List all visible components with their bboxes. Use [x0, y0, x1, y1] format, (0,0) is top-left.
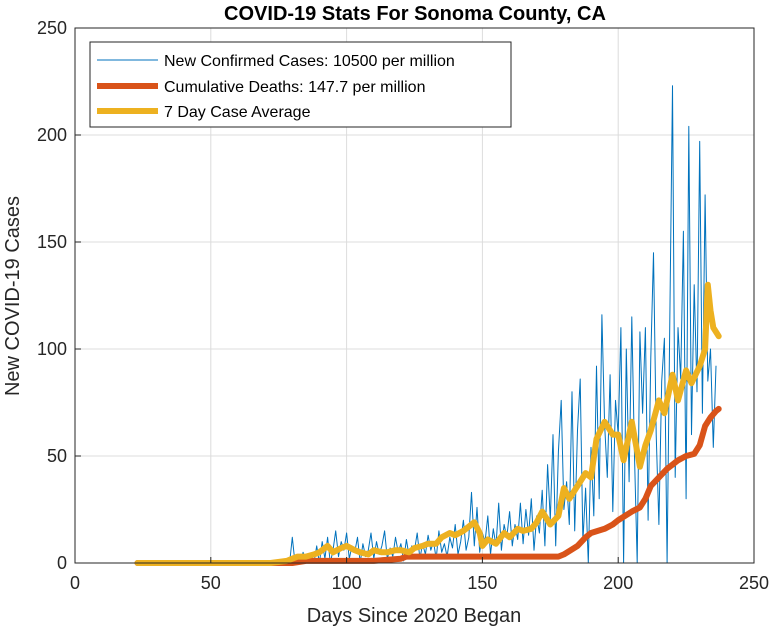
- y-tick-label: 250: [37, 18, 67, 38]
- y-tick-label: 0: [57, 553, 67, 573]
- y-tick-label: 50: [47, 446, 67, 466]
- legend-box: [89, 41, 512, 128]
- x-axis-label: Days Since 2020 Began: [307, 605, 522, 627]
- series-line-deaths: [134, 405, 722, 566]
- x-tick-label: 150: [467, 573, 497, 593]
- x-tick-label: 200: [603, 573, 633, 593]
- series-line-cases: [137, 85, 717, 564]
- ticks: 0 50 100 150 200 250 0 50 100 150 200 250: [37, 18, 769, 593]
- chart-title: COVID-19 Stats For Sonoma County, CA: [224, 3, 606, 25]
- y-tick-label: 100: [37, 339, 67, 359]
- y-tick-label: 150: [37, 232, 67, 252]
- y-axis-label: New COVID-19 Cases: [2, 196, 24, 396]
- plot-area: [74, 27, 755, 564]
- legend-label-deaths: Cumulative Deaths: 147.7 per million: [164, 79, 425, 96]
- x-tick-label: 250: [739, 573, 769, 593]
- series-layer: [134, 85, 722, 566]
- legend-label-cases: New Confirmed Cases: 10500 per million: [164, 53, 455, 70]
- x-tick-label: 0: [70, 573, 80, 593]
- legend: New Confirmed Cases: 10500 per million C…: [89, 41, 512, 128]
- series-line-average: [134, 281, 722, 566]
- x-tick-label: 100: [332, 573, 362, 593]
- y-tick-label: 200: [37, 125, 67, 145]
- legend-label-average: 7 Day Case Average: [164, 104, 311, 121]
- x-tick-label: 50: [201, 573, 221, 593]
